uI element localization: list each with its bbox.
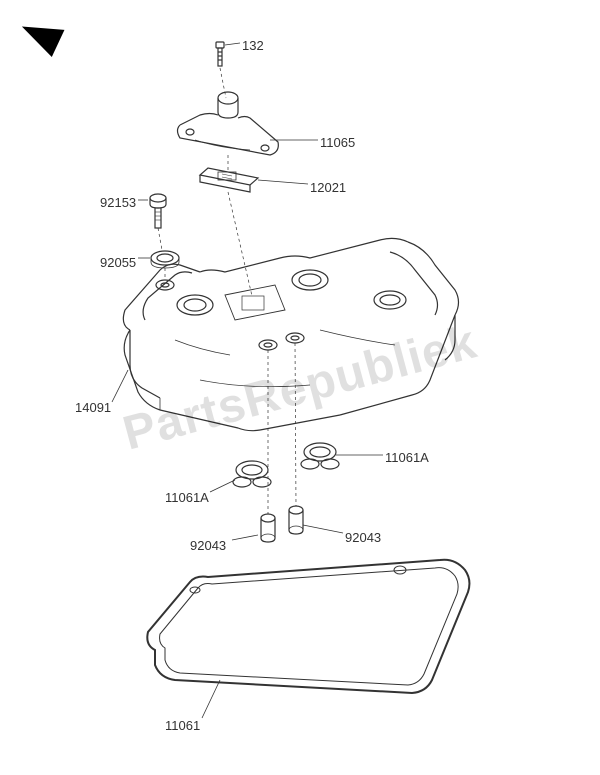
label-11061: 11061 (165, 718, 200, 733)
label-92043-1: 92043 (345, 530, 381, 545)
label-11061a-1: 11061A (385, 450, 429, 465)
parts-illustration (0, 0, 600, 775)
gasket-plug-right-part (301, 443, 339, 469)
label-11061a-2: 11061A (165, 490, 209, 505)
gasket-plug-left-part (233, 461, 271, 487)
ring-o-part (151, 251, 179, 268)
label-132: 132 (242, 38, 264, 53)
bolt-top-part (216, 42, 224, 66)
label-92153: 92153 (100, 195, 136, 210)
label-14091: 14091 (75, 400, 111, 415)
gasket-perimeter-part (147, 560, 469, 693)
label-92055: 92055 (100, 255, 136, 270)
bolt-side-part (150, 194, 166, 228)
parts-diagram: 132 11065 12021 92153 92055 14091 11061A… (0, 0, 600, 775)
pin-left-part (261, 514, 275, 542)
valve-reed-part (200, 168, 258, 192)
cap-breather-part (178, 92, 279, 155)
label-11065: 11065 (320, 135, 355, 150)
pin-right-part (289, 506, 303, 534)
label-12021: 12021 (310, 180, 346, 195)
label-92043-2: 92043 (190, 538, 226, 553)
